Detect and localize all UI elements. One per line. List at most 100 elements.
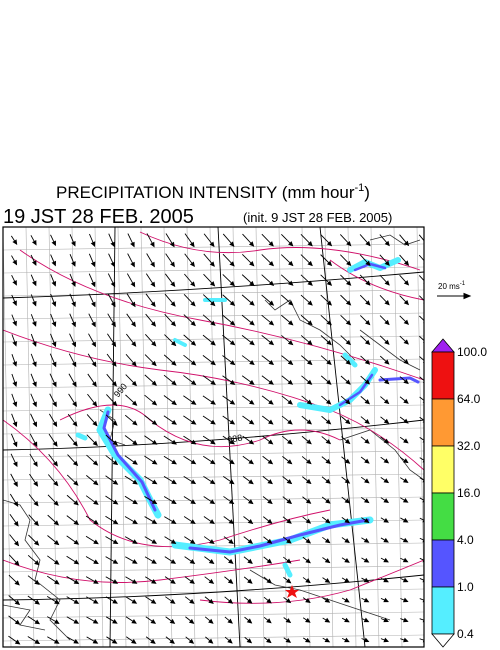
wind-head — [248, 459, 254, 465]
vector-scale-head — [463, 292, 472, 300]
wind-head — [151, 439, 158, 445]
wind-head — [384, 339, 390, 345]
wind-head — [266, 598, 272, 604]
wind-head — [403, 240, 410, 247]
wind-head — [325, 439, 332, 445]
wind-head — [208, 598, 214, 604]
wind-head — [130, 321, 136, 328]
wind-head — [31, 260, 37, 266]
wind-head — [189, 598, 195, 604]
wind-head — [403, 280, 410, 286]
grid-line — [3, 404, 424, 412]
colorbar-label: 1.0 — [457, 580, 474, 594]
wind-head — [383, 458, 390, 464]
wind-head — [363, 577, 370, 583]
wind-head — [288, 241, 294, 247]
wind-head — [51, 321, 57, 328]
wind-head — [190, 301, 196, 307]
wind-head — [111, 381, 117, 387]
wind-head — [324, 637, 331, 643]
wind-head — [229, 439, 235, 445]
wind-head — [151, 579, 157, 584]
wind-head — [383, 637, 390, 643]
wind-head — [150, 281, 156, 288]
wind-head — [383, 557, 389, 563]
wind-head — [305, 518, 312, 524]
wind-head — [246, 618, 253, 624]
coastlines — [3, 234, 424, 641]
wind-head — [188, 618, 195, 624]
wind-head — [72, 401, 77, 407]
wind-head — [171, 459, 177, 465]
wind-head — [305, 578, 311, 584]
grid-line — [186, 227, 196, 647]
wind-head — [344, 637, 350, 643]
wind-head — [92, 460, 99, 466]
wind-head — [51, 301, 57, 307]
wind-head — [12, 401, 18, 408]
wind-head — [132, 459, 138, 465]
wind-head — [130, 241, 135, 248]
wind-head — [403, 458, 409, 464]
wind-head — [53, 520, 60, 526]
wind-head — [151, 360, 157, 367]
wind-head — [12, 361, 18, 367]
contour — [59, 404, 341, 448]
wind-head — [111, 321, 116, 328]
grid-line — [3, 473, 424, 481]
wind-head — [363, 498, 370, 504]
title-text: PRECIPITATION INTENSITY (mm hour — [56, 183, 355, 202]
wind-head — [209, 479, 216, 485]
wind-head — [268, 359, 275, 366]
wind-head — [403, 398, 409, 404]
wind-head — [345, 419, 351, 425]
wind-head — [73, 500, 79, 506]
wind-head — [112, 420, 118, 426]
wind-head — [190, 419, 197, 425]
wind-head — [32, 401, 37, 408]
wind-head — [324, 578, 331, 583]
wind-head — [402, 617, 409, 623]
wind-head — [189, 261, 195, 268]
wind-head — [151, 499, 158, 505]
rain-area — [282, 562, 293, 578]
colorbar-segment — [431, 351, 455, 400]
wind-head — [307, 280, 313, 286]
wind-head — [344, 617, 350, 623]
wind-head — [130, 281, 136, 288]
wind-head — [171, 439, 177, 445]
grid-line — [3, 496, 424, 504]
wind-head — [383, 537, 389, 543]
wind-head — [345, 320, 352, 326]
wind-head — [151, 539, 158, 544]
wind-head — [248, 241, 255, 247]
wind-head — [52, 401, 57, 408]
grid-line — [3, 381, 424, 389]
wind-head — [190, 320, 196, 327]
wind-head — [190, 479, 197, 485]
wind-head — [92, 619, 99, 624]
wind-head — [209, 261, 215, 267]
wind-head — [71, 301, 76, 308]
wind-head — [34, 619, 41, 625]
wind-head — [227, 618, 233, 624]
wind-head — [288, 280, 294, 286]
wind-head — [247, 558, 253, 564]
wind-head — [91, 321, 96, 328]
wind-head — [73, 539, 80, 545]
wind-head — [110, 241, 115, 248]
wind-head — [423, 243, 424, 244]
wind-head — [383, 617, 389, 623]
rain-area — [75, 432, 88, 441]
wind-head — [112, 460, 119, 466]
wind-head — [326, 359, 332, 366]
colorbar-segment — [431, 586, 455, 635]
wind-head — [12, 259, 18, 266]
wind-head — [326, 260, 333, 267]
vector-scale-text: 20 ms — [438, 282, 460, 291]
grid-line — [3, 289, 424, 297]
wind-head — [248, 499, 254, 505]
wind-head — [267, 439, 274, 445]
wind-head — [92, 440, 98, 447]
wind-head — [52, 421, 58, 428]
